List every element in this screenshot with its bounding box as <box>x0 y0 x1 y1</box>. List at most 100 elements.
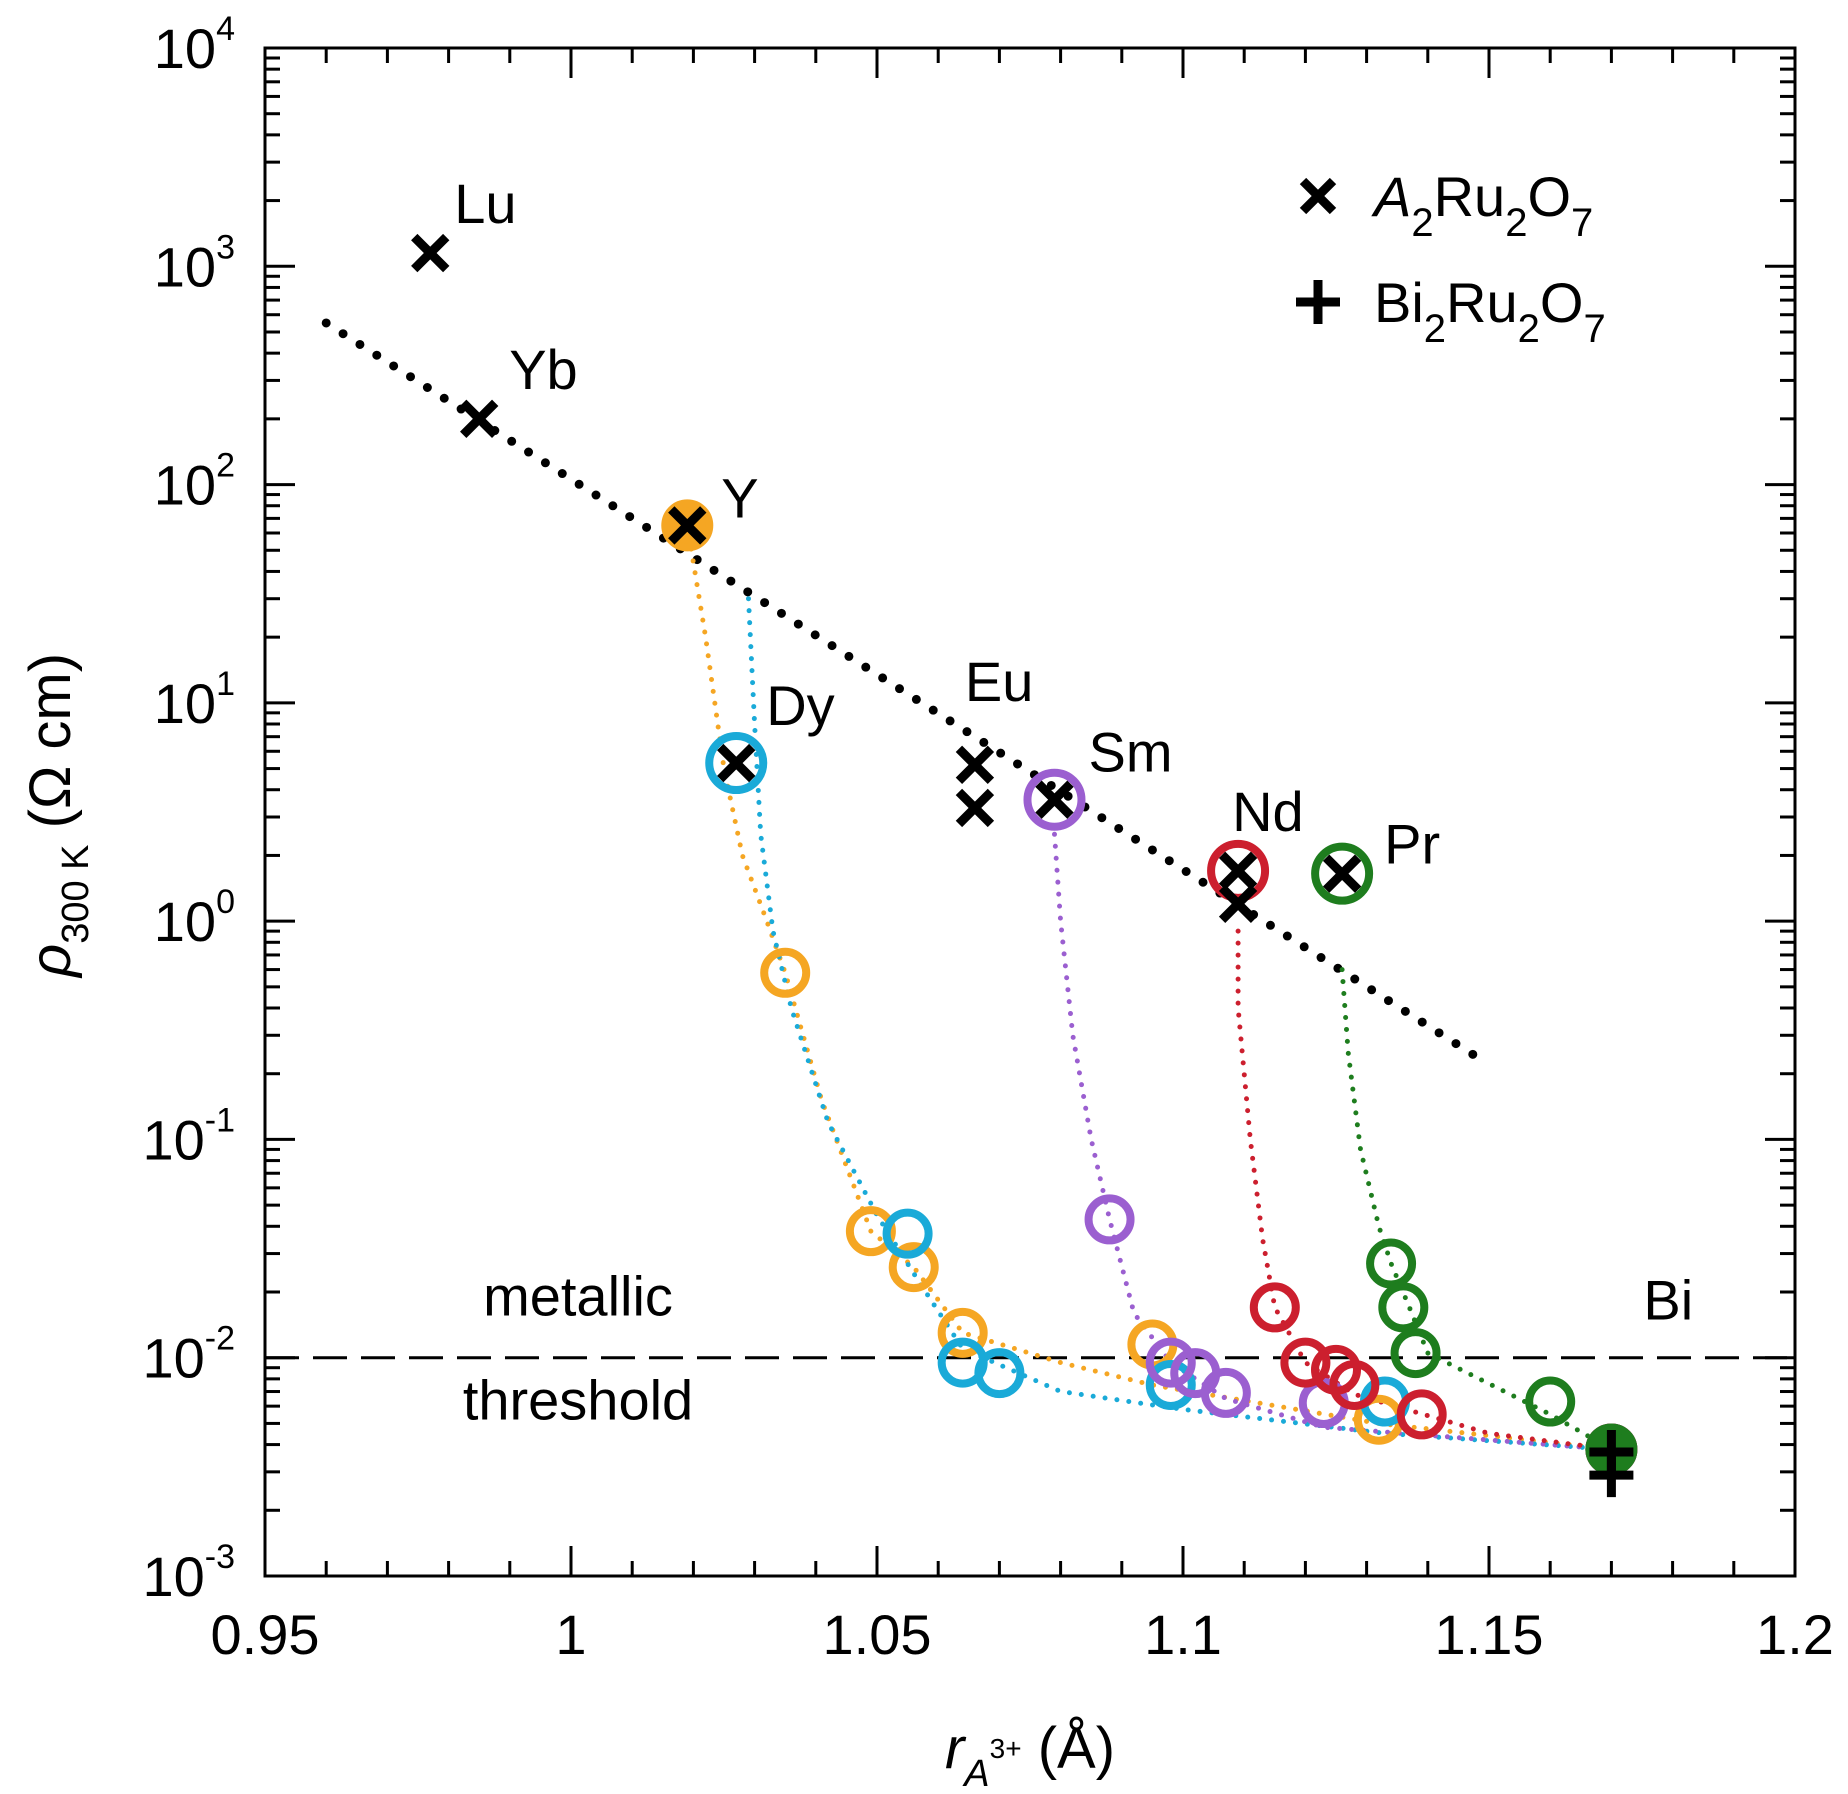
y-tick-exp: -1 <box>205 1101 235 1139</box>
legend-label-0: A2Ru2O7 <box>1371 165 1593 245</box>
point-y-bi-3 <box>888 1242 939 1293</box>
axes: 0.95 1 1.05 1.1 1.15 1.210-310-210-1100101102… <box>142 10 1833 1666</box>
point-pr-bi-0 <box>1311 842 1374 905</box>
y-tick-label-3: 100 <box>154 883 235 953</box>
x-title-sub: A <box>962 1753 989 1794</box>
x-marker-yb-1 <box>460 399 499 439</box>
point-sm-bi-4 <box>1200 1367 1251 1418</box>
legend-italic: A <box>1371 165 1411 228</box>
legend-sub: 2 <box>1424 307 1446 351</box>
point-sm-bi-0 <box>1023 768 1086 831</box>
dotted-path-dy-bi <box>746 596 1614 1452</box>
legend-end: O <box>1540 271 1584 334</box>
x-stroke-b <box>717 743 756 783</box>
element-label-eu: Eu <box>965 650 1033 713</box>
point-dy-bi-1 <box>882 1208 933 1259</box>
point-nd-bi-5 <box>1396 1389 1447 1440</box>
y-tick-exp: -2 <box>205 1320 235 1358</box>
x-stroke-b <box>411 233 450 273</box>
element-label-yb: Yb <box>509 338 578 401</box>
x-tick-label-2: 1.05 <box>823 1603 932 1666</box>
y-tick-base: 10 <box>154 17 216 80</box>
x-axis-title: rA3+ (Å) <box>945 1716 1115 1794</box>
x-stroke-b <box>1035 780 1074 819</box>
legend-x-b <box>1299 177 1337 215</box>
y-tick-exp: 4 <box>216 10 235 48</box>
point-sm-bi-1 <box>1084 1194 1135 1245</box>
x-stroke-b <box>955 745 995 785</box>
x-tick-label-3: 1.1 <box>1144 1603 1222 1666</box>
legend-entry-1: Bi2Ru2O7 <box>1296 271 1606 351</box>
x-stroke-b <box>668 506 707 545</box>
x-stroke-b <box>460 399 499 439</box>
x-title-sup: 3+ <box>990 1733 1022 1764</box>
y-tick-exp: 1 <box>216 665 235 703</box>
legend-pre: Bi <box>1374 271 1424 334</box>
x-stroke-b <box>1218 851 1258 891</box>
legend-sub: 2 <box>1518 307 1540 351</box>
legend-sub: 7 <box>1571 201 1593 245</box>
x-tick-label-5: 1.2 <box>1756 1603 1834 1666</box>
y-tick-exp: -3 <box>205 1538 235 1576</box>
legend-entry-0: A2Ru2O7 <box>1299 165 1593 245</box>
point-pr-bi-3 <box>1390 1328 1441 1379</box>
dotted-path-sm-bi <box>1052 831 1614 1452</box>
y-tick-base: 10 <box>154 672 216 735</box>
point-dy-bi-0 <box>705 732 768 795</box>
y-tick-label-0: 10-3 <box>142 1538 235 1608</box>
x-stroke-b <box>1322 854 1362 893</box>
plus-marker-bi-1 <box>1589 1453 1634 1498</box>
x-marker-lu-0 <box>411 233 450 273</box>
element-label-y: Y <box>721 466 758 529</box>
y-tick-base: 10 <box>154 890 216 953</box>
threshold-label-line1: metallic <box>483 1265 673 1328</box>
y-tick-label-2: 10-1 <box>142 1101 235 1171</box>
y-axis-title: ρ300 K (Ω cm) <box>18 653 97 979</box>
element-label-bi: Bi <box>1643 1268 1693 1331</box>
legend-sub: 2 <box>1411 201 1433 245</box>
element-label-lu: Lu <box>454 172 516 235</box>
x-tick-label-0: 0.95 <box>211 1603 320 1666</box>
element-label-sm: Sm <box>1088 721 1172 784</box>
x-tick-label-4: 1.15 <box>1435 1603 1544 1666</box>
point-nd-bi-1 <box>1249 1282 1300 1333</box>
x-marker-y-2 <box>668 506 707 545</box>
legend-mid: Ru <box>1434 165 1506 228</box>
y-tick-label-5: 102 <box>154 447 235 517</box>
x-marker-dy-3 <box>717 743 756 783</box>
point-sm-bi-2 <box>1145 1337 1196 1388</box>
y-title-unit: (Ω cm) <box>18 653 83 845</box>
y-tick-exp: 0 <box>216 883 235 921</box>
y-tick-base: 10 <box>142 1327 204 1390</box>
x-marker-eu-4 <box>955 745 995 785</box>
point-nd-bi-2 <box>1280 1337 1331 1388</box>
y-title-sub: 300 K <box>55 844 97 943</box>
point-pr-bi-1 <box>1366 1238 1417 1289</box>
dotted-path-pr-bi <box>1339 967 1614 1452</box>
legend-end: O <box>1527 165 1571 228</box>
point-y-bi-1 <box>760 947 811 998</box>
x-stroke-b <box>1218 884 1258 924</box>
point-dy-bi-3 <box>974 1348 1025 1399</box>
point-nd-bi-4 <box>1329 1359 1380 1410</box>
threshold-label-line2: threshold <box>463 1369 693 1432</box>
x-marker-eu-5 <box>955 788 995 828</box>
x-marker-sm-6 <box>1035 780 1074 819</box>
x-title-main: r <box>945 1716 967 1781</box>
y-tick-base: 10 <box>154 454 216 517</box>
y-tick-label-7: 104 <box>154 10 235 80</box>
dotted-path-nd-bi <box>1235 928 1614 1452</box>
point-y-bi-4 <box>937 1307 988 1358</box>
axes-frame <box>263 46 1797 1578</box>
y-tick-label-6: 103 <box>154 228 235 298</box>
y-tick-label-4: 101 <box>154 665 235 735</box>
legend-mid: Ru <box>1446 271 1518 334</box>
data-points <box>411 233 1638 1498</box>
point-pr-bi-4 <box>1525 1376 1576 1427</box>
x-stroke-b <box>955 788 995 828</box>
y-tick-base: 10 <box>142 1108 204 1171</box>
legend-sub: 2 <box>1505 201 1527 245</box>
y-tick-base: 10 <box>154 235 216 298</box>
